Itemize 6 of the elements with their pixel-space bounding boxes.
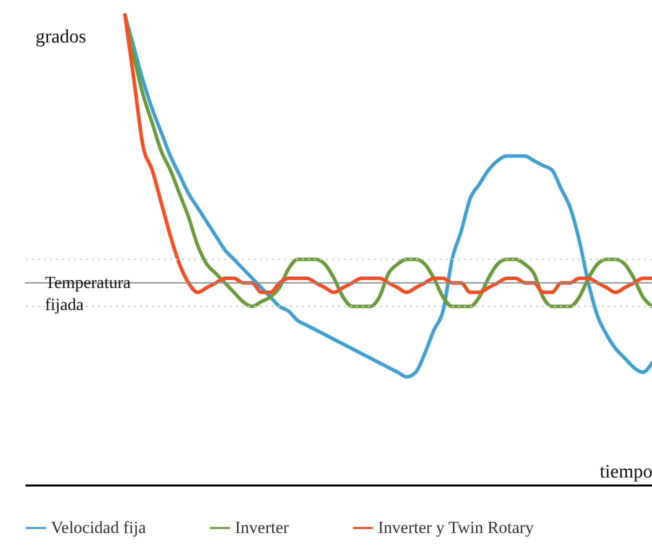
ref-line-label: Temperatura fijada	[45, 272, 132, 314]
y-axis-title: grados	[36, 26, 86, 48]
x-axis-title: tiempo	[600, 462, 652, 482]
legend-label: Velocidad fija	[51, 518, 146, 537]
legend-label: Inverter y Twin Rotary	[378, 518, 534, 537]
legend-label: Inverter	[235, 518, 290, 537]
